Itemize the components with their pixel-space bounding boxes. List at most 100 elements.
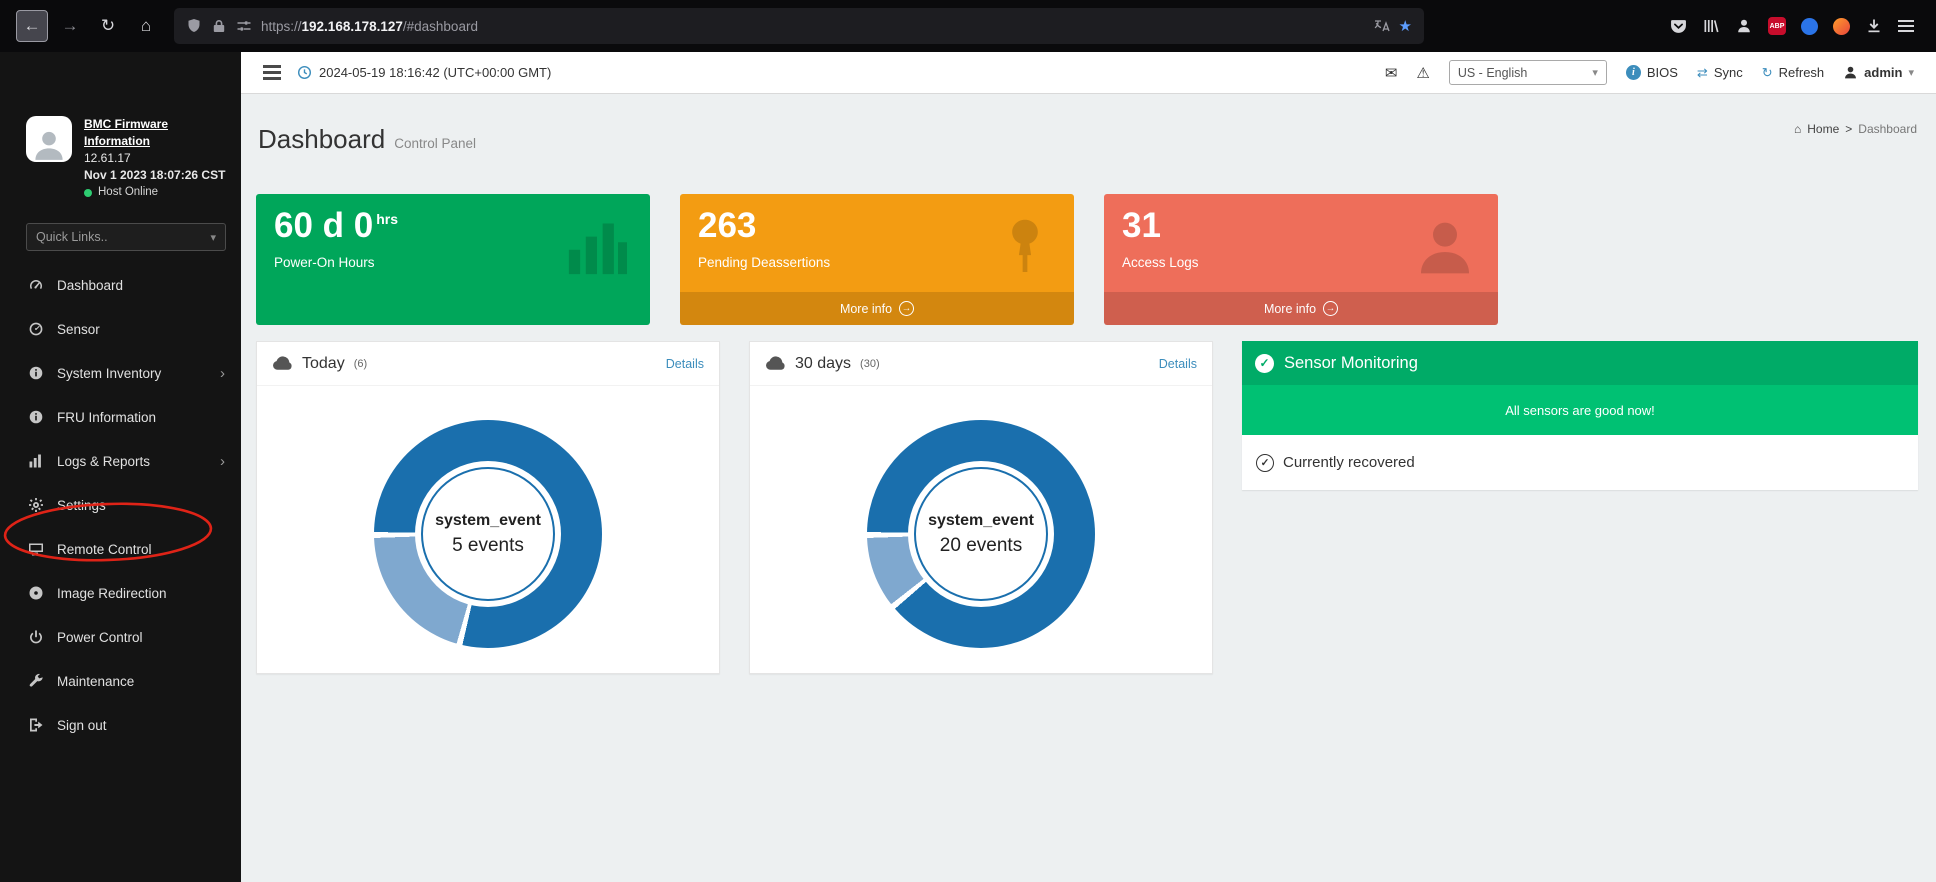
donut-chart-area: system_event 5 events [257, 386, 719, 648]
sign-out-icon [30, 718, 43, 732]
lock-icon[interactable] [211, 18, 227, 34]
bios-label: BIOS [1646, 65, 1678, 80]
messages-envelope-icon[interactable]: ✉ [1384, 64, 1398, 82]
datetime-display: 2024-05-19 18:16:42 (UTC+00:00 GMT) [297, 65, 551, 80]
sidebar-item-maintenance[interactable]: Maintenance [0, 659, 241, 703]
browser-menu-icon[interactable] [1898, 20, 1914, 32]
user-menu[interactable]: admin ▾ [1843, 65, 1914, 80]
main-content: Dashboard Control Panel ⌂ Home > Dashboa… [241, 94, 1936, 882]
quick-links-select[interactable]: Quick Links.. ▾ [26, 223, 226, 251]
more-info-link[interactable]: More info → [680, 292, 1074, 325]
donut-center-value: 5 events [452, 534, 524, 556]
refresh-button[interactable]: ↻ Refresh [1762, 65, 1824, 81]
event-cloud-icon [766, 356, 785, 370]
home-icon: ⌂ [1794, 122, 1802, 136]
check-circle-outline-icon: ✓ [1256, 453, 1274, 472]
disc-icon [29, 586, 43, 600]
events-today-panel: Today (6) Details system_event 5 events [256, 341, 720, 674]
person-watermark-icon [1414, 216, 1476, 283]
event-cloud-icon [273, 356, 292, 370]
browser-forward-button[interactable]: → [61, 16, 79, 35]
bookmark-star-icon[interactable]: ★ [1398, 18, 1412, 35]
user-icon [1845, 66, 1857, 79]
donut-inner-ring: system_event 20 events [914, 467, 1048, 601]
app-header: 2024-05-19 18:16:42 (UTC+00:00 GMT) ✉ ⚠ … [241, 52, 1936, 94]
tracking-shield-icon[interactable] [186, 18, 202, 34]
sidebar-item-label: Maintenance [57, 673, 135, 689]
firmware-version: 12.61.17 [84, 151, 131, 165]
details-link[interactable]: Details [1158, 356, 1197, 371]
permissions-sliders-icon[interactable] [236, 18, 252, 34]
browser-home-button[interactable]: ⌂ [140, 16, 152, 35]
library-icon[interactable] [1702, 17, 1720, 35]
donut-chart-area: system_event 20 events [750, 386, 1212, 648]
donut-inner-ring: system_event 5 events [421, 467, 555, 601]
translate-icon[interactable] [1374, 18, 1390, 34]
donut-center-label: system_event [435, 511, 541, 529]
user-avatar-icon [35, 131, 63, 160]
host-online-dot [84, 188, 92, 197]
sensor-panel-message: All sensors are good now! [1242, 385, 1918, 435]
url-path: /#dashboard [402, 18, 478, 34]
sensor-status-row: ✓ Currently recovered [1242, 435, 1918, 490]
language-select[interactable]: US - English ▾ [1448, 60, 1607, 85]
url-scheme: https:// [261, 18, 302, 34]
sidebar-item-settings[interactable]: Settings [0, 483, 241, 527]
language-value: US - English [1457, 65, 1528, 80]
more-info-link[interactable]: More info → [1104, 292, 1498, 325]
url-text: https://192.168.178.127/#dashboard [261, 19, 1365, 34]
stat-value: 31 [1122, 206, 1161, 245]
panel-count: (6) [353, 357, 368, 370]
more-info-arrow-icon: → [1323, 301, 1339, 316]
sidebar-item-label: Sensor [57, 321, 100, 337]
stat-value-text: 60 d 0 [274, 206, 374, 245]
browser-toolbar: ← → ↻ ⌂ https://192.168.178.127/#dashboa… [0, 0, 1936, 52]
sensor-monitoring-panel: ✓ Sensor Monitoring All sensors are good… [1242, 341, 1918, 490]
firmware-profile-block: BMC Firmware Information 12.61.17 Nov 1 … [0, 52, 241, 201]
downloads-icon[interactable] [1865, 17, 1883, 35]
info-icon: i [1625, 65, 1641, 80]
header-actions: ✉ ⚠ US - English ▾ i BIOS ⇄ Sync ↻ Refre… [1385, 60, 1914, 85]
bmc-firmware-information-link[interactable]: BMC Firmware Information [84, 117, 169, 148]
sidebar-item-logs-reports[interactable]: Logs & Reports › [0, 439, 241, 483]
sync-icon: ⇄ [1696, 64, 1708, 80]
pocket-icon[interactable] [1669, 17, 1687, 35]
alerts-warning-icon[interactable]: ⚠ [1416, 64, 1430, 82]
sensor-status-text: Currently recovered [1283, 454, 1415, 471]
sensor-panel-header: ✓ Sensor Monitoring [1242, 341, 1918, 385]
wrench-icon [29, 673, 43, 687]
blue-extension-icon[interactable] [1801, 17, 1818, 35]
events-30days-panel: 30 days (30) Details system_event 20 eve… [749, 341, 1213, 674]
clock-icon [297, 65, 312, 80]
bios-button[interactable]: i BIOS [1625, 65, 1678, 80]
sync-button[interactable]: ⇄ Sync [1697, 65, 1743, 81]
sidebar-toggle-icon[interactable] [263, 65, 281, 80]
sidebar-item-sign-out[interactable]: Sign out [0, 703, 241, 747]
breadcrumb: ⌂ Home > Dashboard [1794, 122, 1917, 136]
more-info-label: More info [839, 301, 893, 316]
sidebar-item-sensor[interactable]: Sensor [0, 307, 241, 351]
stat-label: Access Logs [1122, 255, 1199, 270]
details-link[interactable]: Details [665, 356, 704, 371]
dashboard-icon [30, 280, 42, 289]
adblock-extension-icon[interactable]: ABP [1768, 17, 1786, 35]
url-bar[interactable]: https://192.168.178.127/#dashboard ★ [174, 8, 1424, 44]
sidebar-item-fru-information[interactable]: FRU Information [0, 395, 241, 439]
more-info-label: More info [1263, 301, 1317, 316]
events-today-donut-chart: system_event 5 events [374, 420, 602, 648]
breadcrumb-home-link[interactable]: Home [1807, 122, 1840, 136]
sidebar-item-power-control[interactable]: Power Control [0, 615, 241, 659]
username: admin [1864, 65, 1903, 80]
access-logs-card: 31 Access Logs More info → [1104, 194, 1498, 325]
browser-reload-button[interactable]: ↻ [100, 16, 116, 35]
sidebar-item-label: Dashboard [57, 277, 124, 293]
sidebar-item-remote-control[interactable]: Remote Control [0, 527, 241, 571]
orange-extension-icon[interactable] [1833, 17, 1850, 35]
sidebar-item-dashboard[interactable]: Dashboard [0, 263, 241, 307]
breadcrumb-current: Dashboard [1858, 122, 1917, 136]
sidebar-item-image-redirection[interactable]: Image Redirection [0, 571, 241, 615]
account-icon[interactable] [1735, 17, 1753, 35]
browser-back-button[interactable]: ← [16, 10, 48, 42]
breadcrumb-separator: > [1845, 122, 1853, 136]
sidebar-item-system-inventory[interactable]: System Inventory › [0, 351, 241, 395]
